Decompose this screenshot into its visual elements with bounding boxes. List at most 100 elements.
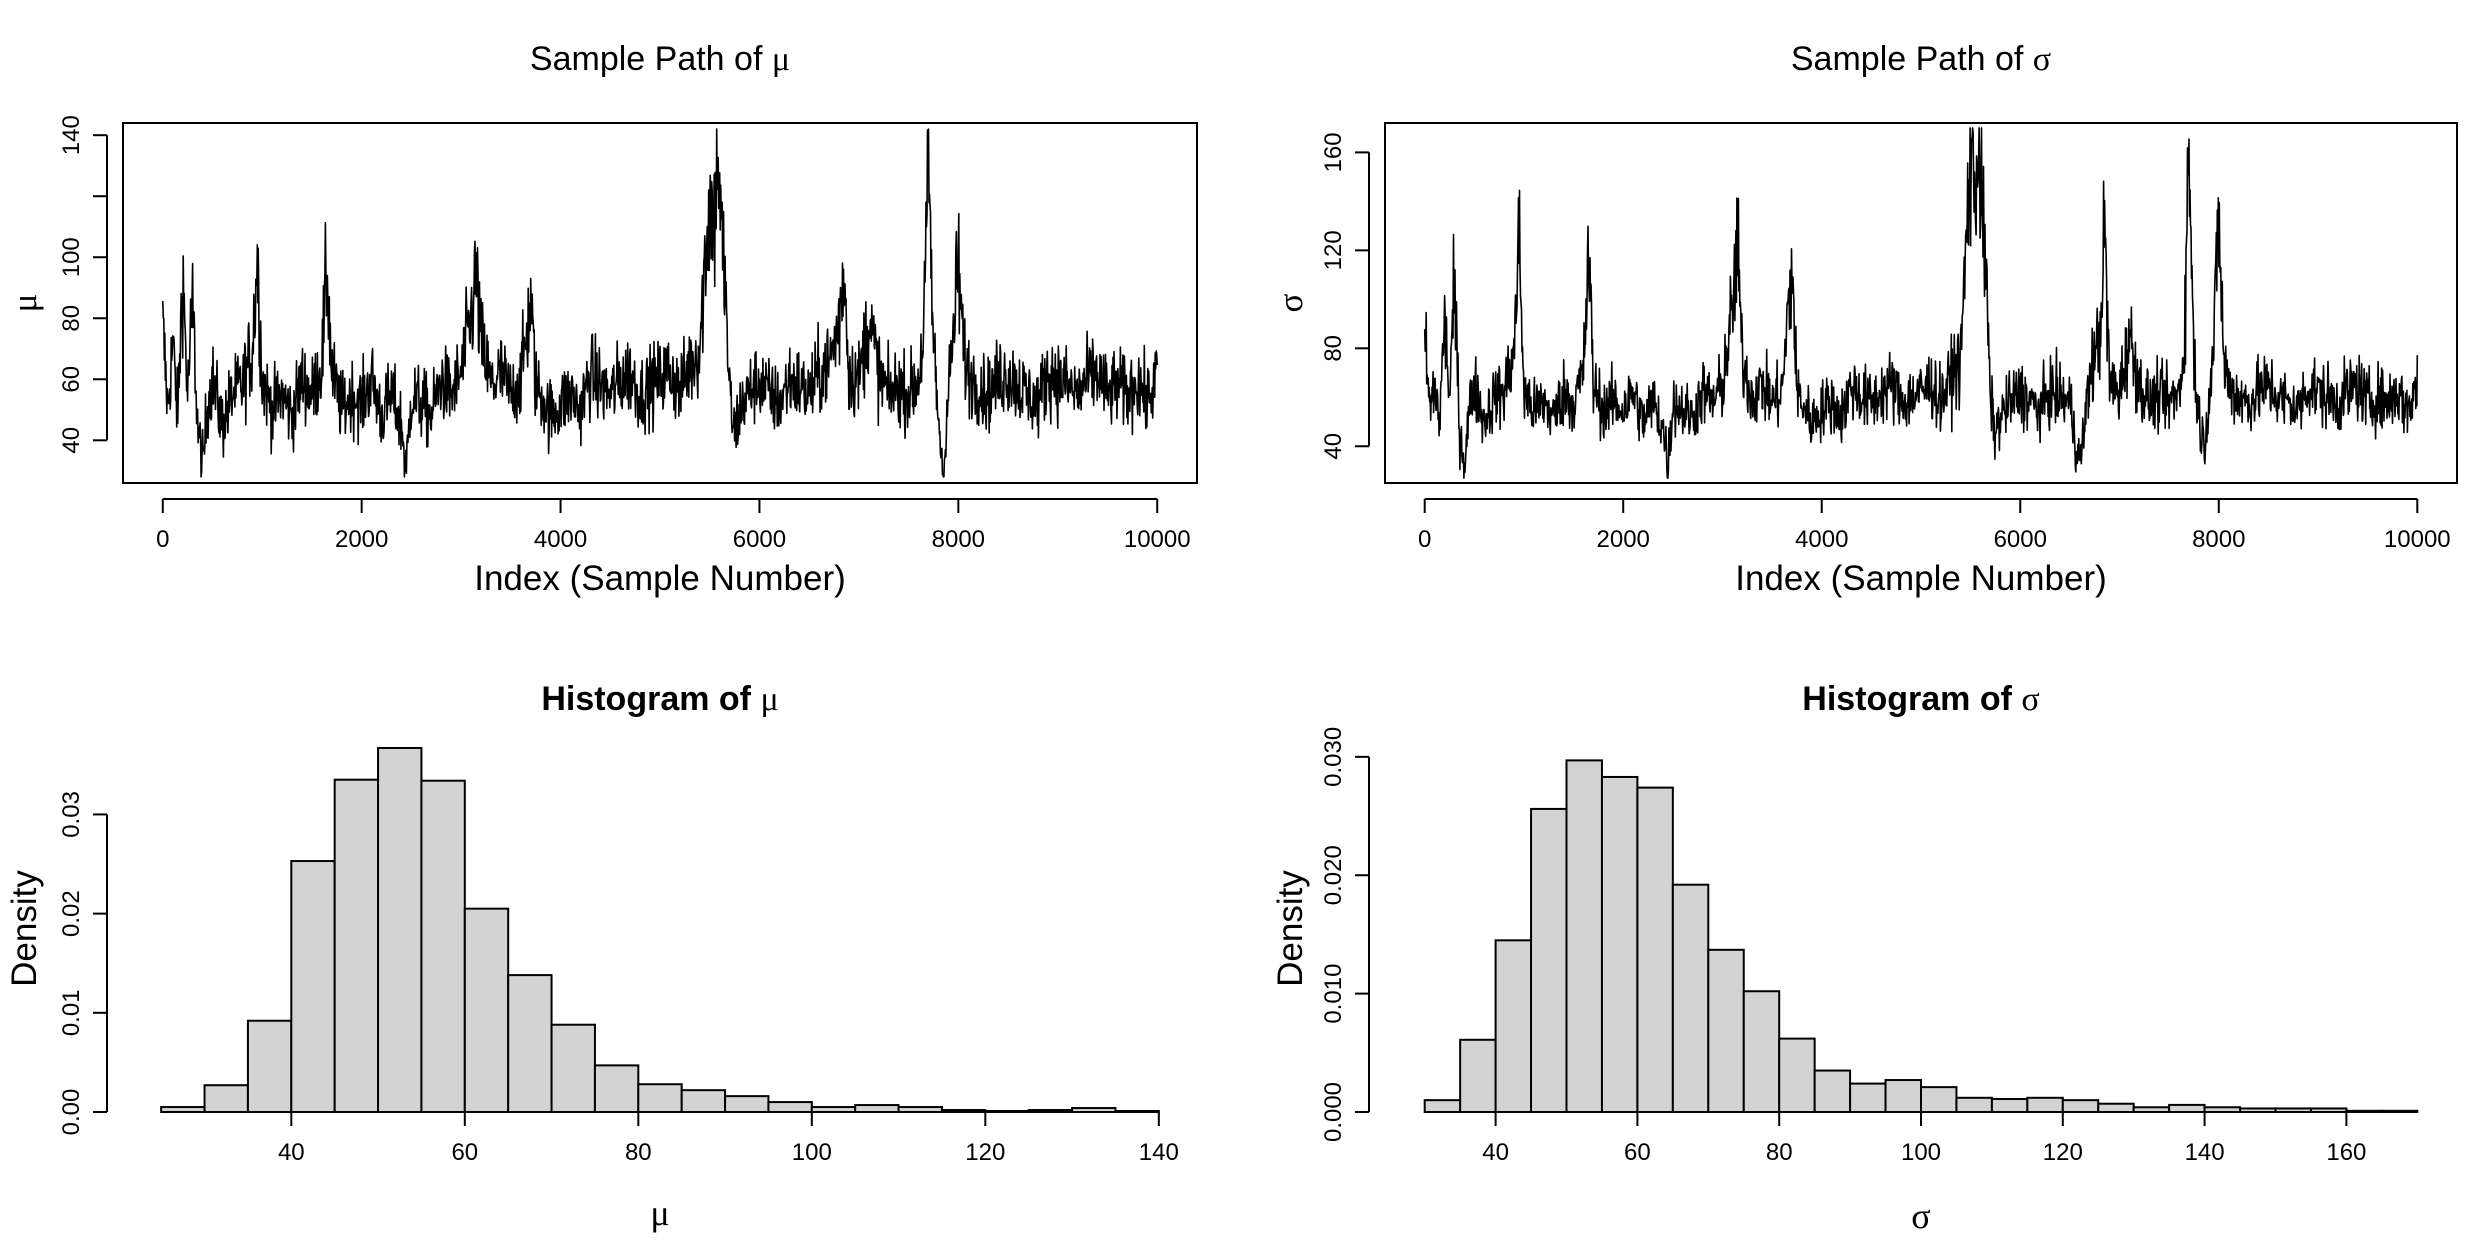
histogram-bar <box>1423 1099 1462 1113</box>
x-tick-label: 0 <box>1418 526 1431 553</box>
chart-title-text: Sample Path of <box>1791 40 2033 78</box>
histogram-bar <box>854 1104 900 1114</box>
histogram-bar <box>1813 1069 1852 1114</box>
x-tick-label: 140 <box>2185 1139 2225 1166</box>
y-tick-label: 60 <box>58 366 85 393</box>
x-tick-label: 8000 <box>932 526 985 553</box>
histogram-bar <box>767 1101 813 1113</box>
x-axis-label: σ <box>1911 1196 1930 1236</box>
x-tick-label: 100 <box>792 1139 832 1166</box>
histogram-bar <box>246 1019 293 1114</box>
histogram-bar <box>2097 1102 2135 1113</box>
histogram-bar <box>1027 1109 1074 1114</box>
histogram-bar <box>377 746 423 1113</box>
histogram-bar <box>810 1106 857 1113</box>
x-tick-label: 4000 <box>534 526 587 553</box>
chart-title-text: Sample Path of <box>530 40 772 78</box>
histogram-bar <box>1920 1086 1958 1113</box>
trace-line <box>1423 127 2419 479</box>
chart-title: Sample Path of σ <box>1791 40 2051 78</box>
x-tick-label: 0 <box>156 526 169 553</box>
histogram-bar <box>1565 759 1603 1113</box>
chart-title-symbol: σ <box>2021 681 2039 718</box>
y-axis-label: Density <box>5 870 44 987</box>
y-tick-label: 120 <box>1320 230 1347 270</box>
histogram-bar <box>1636 786 1674 1114</box>
histogram-bar <box>724 1095 770 1114</box>
histogram-bar <box>290 860 336 1113</box>
panel-2: Sample Path of σ Index (Sample Number) σ 0 2… <box>1271 40 2458 598</box>
histogram-bar <box>550 1023 596 1113</box>
x-tick-label: 10000 <box>2384 526 2451 553</box>
x-axis-label: Index (Sample Number) <box>474 559 846 598</box>
histogram-bar <box>940 1109 987 1114</box>
histogram-bar <box>203 1084 249 1113</box>
histogram-bar <box>984 1110 1030 1113</box>
histogram-bar <box>2345 1109 2383 1114</box>
histogram-bar <box>593 1064 640 1114</box>
y-tick-label: 0.000 <box>1320 1082 1347 1142</box>
y-tick-label: 0.020 <box>1320 845 1347 905</box>
x-tick-label: 60 <box>1624 1139 1651 1166</box>
histogram-bar <box>1459 1038 1497 1113</box>
histogram-bar <box>2026 1096 2064 1114</box>
chart-title: Sample Path of μ <box>530 40 790 78</box>
histogram-bar <box>2061 1099 2100 1113</box>
y-axis-label: σ <box>1271 293 1310 312</box>
histogram-bar <box>637 1083 683 1114</box>
histogram-bar <box>1884 1079 1923 1114</box>
histogram-bar <box>1707 948 1745 1114</box>
x-axis-label: Index (Sample Number) <box>1735 559 2107 598</box>
trace-line <box>162 128 1158 478</box>
histogram-bar <box>2309 1107 2348 1113</box>
y-tick-label: 160 <box>1320 132 1347 172</box>
histogram-bar <box>1849 1082 1887 1113</box>
histogram-bar <box>897 1106 943 1113</box>
histogram-bar <box>1114 1110 1160 1113</box>
y-tick-label: 40 <box>58 427 85 454</box>
y-tick-label: 80 <box>1320 335 1347 362</box>
chart-title: Histogram of σ <box>1802 680 2039 718</box>
chart-title: Histogram of μ <box>541 680 778 718</box>
histogram-bar <box>507 974 553 1113</box>
x-tick-label: 80 <box>1766 1139 1793 1166</box>
histogram-bar <box>2380 1109 2419 1114</box>
y-tick-label: 0.010 <box>1320 964 1347 1024</box>
histogram-bar <box>2274 1107 2312 1113</box>
chart-title-symbol: σ <box>2033 41 2051 78</box>
x-axis-label: μ <box>650 1193 669 1233</box>
plot-frame <box>1384 122 2458 484</box>
x-tick-label: 4000 <box>1795 526 1848 553</box>
histogram-bar <box>2239 1107 2277 1113</box>
y-axis-label: Density <box>1271 870 1310 987</box>
plot-frame <box>122 122 1198 484</box>
x-tick-label: 2000 <box>335 526 388 553</box>
y-tick-label: 140 <box>58 115 85 155</box>
histogram-bar <box>420 779 466 1114</box>
histogram-bar <box>160 1106 206 1113</box>
panel-1: Sample Path of μ Index (Sample Number) μ 0 2… <box>5 40 1198 598</box>
chart-title-text: Histogram of <box>1802 680 2021 718</box>
x-tick-label: 6000 <box>1994 526 2047 553</box>
chart-title-symbol: μ <box>772 41 790 78</box>
y-tick-label: 0.03 <box>58 791 85 838</box>
histogram-bar <box>2168 1103 2206 1113</box>
x-tick-label: 10000 <box>1124 526 1191 553</box>
histogram-bar <box>1671 883 1710 1113</box>
histogram-bar <box>333 778 380 1113</box>
chart-title-text: Histogram of <box>541 680 760 718</box>
x-tick-label: 60 <box>451 1139 478 1166</box>
x-tick-label: 6000 <box>733 526 786 553</box>
x-tick-label: 40 <box>1482 1139 1509 1166</box>
y-tick-label: 80 <box>58 305 85 332</box>
histogram-bar <box>1600 775 1639 1114</box>
histogram-bar <box>2203 1106 2242 1114</box>
chart-title-symbol: μ <box>760 681 778 718</box>
histogram-bar <box>1778 1037 1816 1113</box>
y-tick-label: 0.030 <box>1320 727 1347 787</box>
y-tick-label: 100 <box>58 237 85 277</box>
histogram-bar <box>2132 1106 2171 1114</box>
